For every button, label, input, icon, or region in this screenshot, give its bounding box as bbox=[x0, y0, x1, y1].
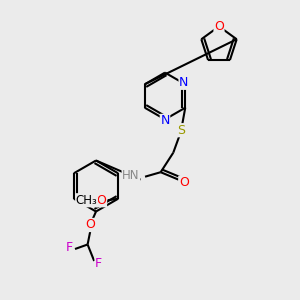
Text: CH₃: CH₃ bbox=[76, 194, 98, 207]
Text: F: F bbox=[66, 241, 73, 254]
Text: O: O bbox=[97, 194, 106, 207]
Text: F: F bbox=[95, 257, 102, 270]
Text: N: N bbox=[160, 114, 170, 128]
Text: S: S bbox=[177, 124, 185, 137]
Text: HN: HN bbox=[122, 169, 140, 182]
Text: O: O bbox=[179, 176, 189, 189]
Text: O: O bbox=[86, 218, 95, 232]
Text: N: N bbox=[179, 76, 188, 89]
Text: O: O bbox=[214, 20, 224, 33]
